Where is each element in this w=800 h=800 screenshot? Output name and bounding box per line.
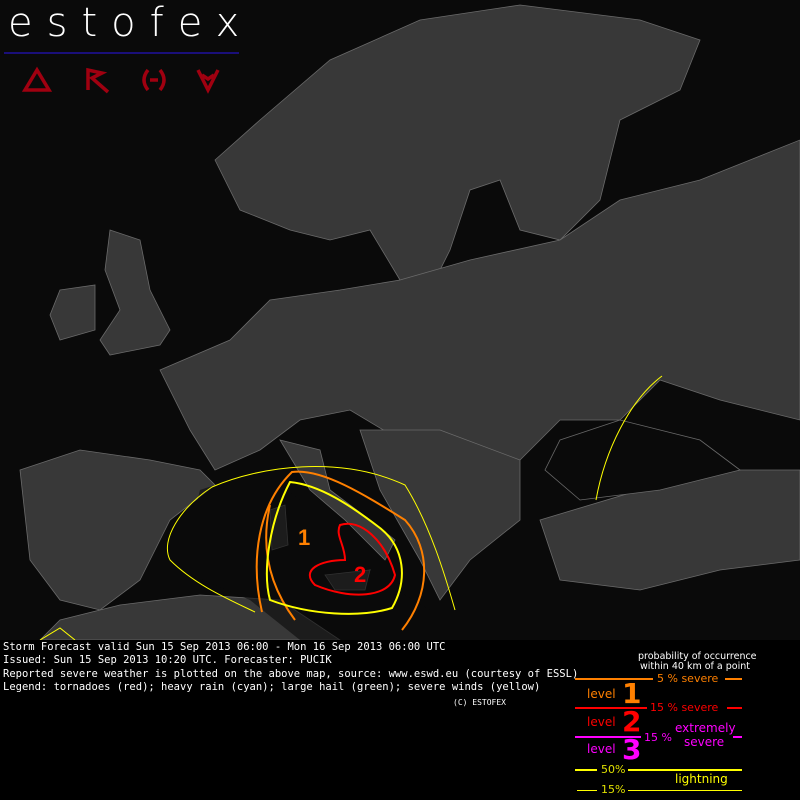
europe-map: 1 2 bbox=[19, 4, 800, 640]
level3-line-end bbox=[733, 736, 742, 738]
level1-line-end bbox=[725, 678, 742, 680]
level2-contour bbox=[308, 522, 397, 596]
lightning-15-contour-east bbox=[595, 375, 663, 501]
lightning50-line bbox=[575, 769, 597, 771]
continent bbox=[159, 139, 800, 501]
severe-label: severe bbox=[684, 735, 725, 749]
copyright: (C) ESTOFEX bbox=[453, 698, 506, 707]
legend-title-2: within 40 km of a point bbox=[640, 661, 750, 672]
level2-label: 2 bbox=[354, 562, 366, 587]
level3-number: 3 bbox=[622, 733, 642, 766]
p50-label: 50% bbox=[601, 763, 626, 776]
level3-line bbox=[575, 736, 641, 738]
legend-title-1: probability of occurrence bbox=[638, 651, 757, 662]
lightning15-line bbox=[577, 790, 597, 791]
lightning-15-contour bbox=[166, 466, 456, 613]
probability-legend: probability of occurrence within 40 km o… bbox=[560, 645, 800, 800]
iberia bbox=[19, 449, 216, 611]
p15-label: 15 % severe bbox=[650, 701, 719, 714]
p15l-label: 15% bbox=[601, 783, 626, 796]
reports-line: Reported severe weather is plotted on th… bbox=[3, 667, 579, 680]
forecast-info: Storm Forecast valid Sun 15 Sep 2013 06:… bbox=[3, 641, 578, 694]
scandinavia bbox=[214, 4, 701, 291]
legend-line: Legend: tornadoes (red); heavy rain (cya… bbox=[3, 680, 541, 693]
nav-icons bbox=[21, 66, 220, 94]
black-sea bbox=[544, 419, 741, 501]
mediterranean bbox=[180, 470, 440, 640]
level1-contour bbox=[255, 470, 426, 631]
estofex-logo[interactable]: estofex bbox=[8, 0, 254, 46]
triangle-icon[interactable] bbox=[21, 66, 53, 92]
lightning50-line-end bbox=[628, 769, 742, 771]
level2-line bbox=[575, 707, 647, 709]
level2-word: level bbox=[587, 715, 616, 729]
p15x-label: 15 % bbox=[644, 731, 672, 744]
forecast-contours bbox=[39, 375, 663, 640]
level1-line bbox=[575, 678, 653, 680]
level1-word: level bbox=[587, 687, 616, 701]
level1-label: 1 bbox=[298, 525, 310, 550]
lightning15-line-end bbox=[628, 790, 742, 791]
level3-word: level bbox=[587, 742, 616, 756]
p5-label: 5 % severe bbox=[657, 672, 719, 685]
lightning-label: lightning bbox=[675, 772, 728, 786]
valid-period: Storm Forecast valid Sun 15 Sep 2013 06:… bbox=[3, 641, 446, 653]
level2-number: 2 bbox=[622, 705, 642, 738]
issued-line: Issued: Sun 15 Sep 2013 10:20 UTC. Forec… bbox=[3, 654, 332, 667]
great-britain bbox=[99, 229, 171, 356]
lightning-50-contour bbox=[265, 480, 403, 615]
arrow-icon[interactable] bbox=[86, 67, 110, 94]
lightning-15-contour-sw bbox=[39, 627, 76, 640]
balkans bbox=[359, 429, 521, 601]
ireland bbox=[49, 284, 96, 341]
extremely-label: extremely bbox=[675, 721, 736, 735]
landmass bbox=[19, 4, 800, 640]
level2-line-end bbox=[727, 707, 742, 709]
logo-divider bbox=[4, 52, 239, 54]
bracket-icon[interactable] bbox=[142, 68, 166, 92]
v-icon[interactable] bbox=[196, 69, 220, 94]
level1-number: 1 bbox=[622, 677, 642, 710]
